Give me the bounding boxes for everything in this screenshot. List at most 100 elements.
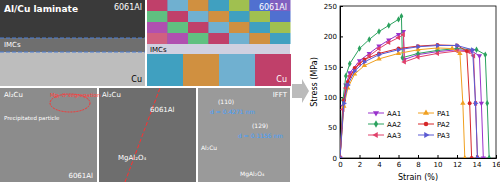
x-tick: 16 (492, 155, 500, 169)
grain (209, 11, 230, 22)
legend-entry: PA2 (418, 121, 450, 129)
y-tick-label: 250 (324, 3, 337, 11)
series-marker (376, 46, 381, 51)
grain (168, 11, 189, 22)
grain (229, 33, 250, 44)
x-tick-mark (418, 155, 419, 158)
series-marker (483, 51, 487, 57)
grain (229, 22, 250, 33)
x-tick: 4 (377, 155, 382, 169)
y-tick-label: 150 (324, 64, 337, 72)
x-tick-mark (360, 155, 361, 158)
micrograph-panel (0, 0, 145, 86)
x-axis: 0246810121416 (338, 155, 500, 169)
grain (188, 11, 209, 22)
series-marker (387, 22, 391, 28)
series-marker (363, 59, 368, 64)
x-tick: 2 (358, 155, 362, 169)
grain (147, 22, 168, 33)
panel-label: (110) (218, 98, 234, 105)
grain (209, 0, 230, 11)
series-marker (468, 101, 472, 105)
legend-marker (424, 132, 429, 138)
series-marker (415, 54, 420, 59)
imc-outline (0, 52, 145, 53)
legend-marker (424, 122, 429, 127)
grain (250, 33, 271, 44)
series-marker (474, 101, 479, 106)
legend-label: PA1 (437, 110, 450, 118)
series-marker (395, 35, 400, 40)
figure: Al/Cu laminate6061AlIMCsCu6061AlIMCsCuAl… (0, 0, 500, 182)
x-axis-title: Strain (%) (398, 173, 438, 182)
series-marker (400, 32, 405, 37)
panel-label: d = 0.1156 nm (238, 132, 283, 139)
y-tick: 150 (324, 64, 343, 72)
x-tick-label: 6 (397, 161, 402, 169)
legend-label: PA2 (437, 121, 450, 129)
grain (147, 0, 168, 11)
plot-frame (340, 6, 496, 158)
y-tick-label: 0 (333, 155, 337, 163)
plot-area (340, 13, 491, 158)
micrographs: Al/Cu laminate6061AlIMCsCu6061AlIMCsCuAl… (0, 0, 291, 182)
y-tick: 200 (324, 33, 343, 41)
grain (229, 11, 250, 22)
legend-entry: PA1 (418, 109, 450, 117)
series-marker (397, 16, 401, 22)
series-marker (377, 28, 381, 34)
series-marker (476, 155, 481, 158)
series-marker (367, 36, 371, 42)
series-marker (416, 44, 421, 49)
y-tick: 50 (328, 124, 343, 132)
micrograph-panel (99, 88, 196, 182)
y-tick-label: 50 (328, 124, 337, 132)
panel-label: IFFT (273, 91, 288, 99)
series-marker (436, 43, 441, 48)
panel-label: Cu (276, 75, 287, 84)
series-marker (400, 13, 404, 19)
series-marker (346, 82, 351, 87)
y-tick-label: 200 (324, 33, 337, 41)
series-marker (348, 61, 352, 67)
series-marker (477, 54, 482, 59)
panel-label: IMCs (150, 46, 167, 54)
series-marker (462, 155, 467, 158)
x-tick: 8 (416, 155, 420, 169)
series-marker (434, 51, 439, 56)
series-marker (460, 100, 465, 105)
series-marker (457, 50, 462, 55)
series-line (340, 32, 483, 158)
y-tick: 100 (324, 94, 343, 102)
panel-label: d = 0.4271 nm (210, 108, 255, 115)
series-marker (481, 156, 486, 158)
series-marker (353, 68, 358, 73)
interface (125, 88, 160, 182)
x-tick-mark (379, 155, 380, 158)
grain (147, 33, 168, 44)
y-axis-title: Stress (MPa) (310, 57, 319, 107)
series-marker (376, 56, 381, 61)
series-marker (397, 47, 402, 52)
panel-label: Al₂Cu (201, 144, 217, 151)
x-tick: 12 (453, 155, 462, 169)
series-marker (471, 47, 476, 52)
x-tick-mark (496, 155, 497, 158)
series-marker (455, 43, 460, 48)
legend-marker (374, 120, 378, 127)
grain (183, 54, 219, 86)
panel-label: IMCs (4, 41, 21, 49)
y-tick-mark (340, 158, 343, 159)
series-line (340, 46, 477, 158)
panel-label: 6061Al (259, 3, 287, 12)
legend-label: AA1 (387, 110, 401, 118)
x-tick: 10 (434, 155, 443, 169)
grain (168, 22, 189, 33)
x-tick-label: 12 (453, 161, 462, 169)
panel-label: Mg, O segregation (50, 92, 101, 99)
x-tick-label: 4 (377, 161, 382, 169)
legend: AA1AA2AA3PA1PA2PA3 (368, 109, 450, 139)
panel-label: MgAl₂O₄ (240, 170, 265, 178)
series-marker (485, 100, 489, 106)
series-marker (358, 45, 362, 51)
